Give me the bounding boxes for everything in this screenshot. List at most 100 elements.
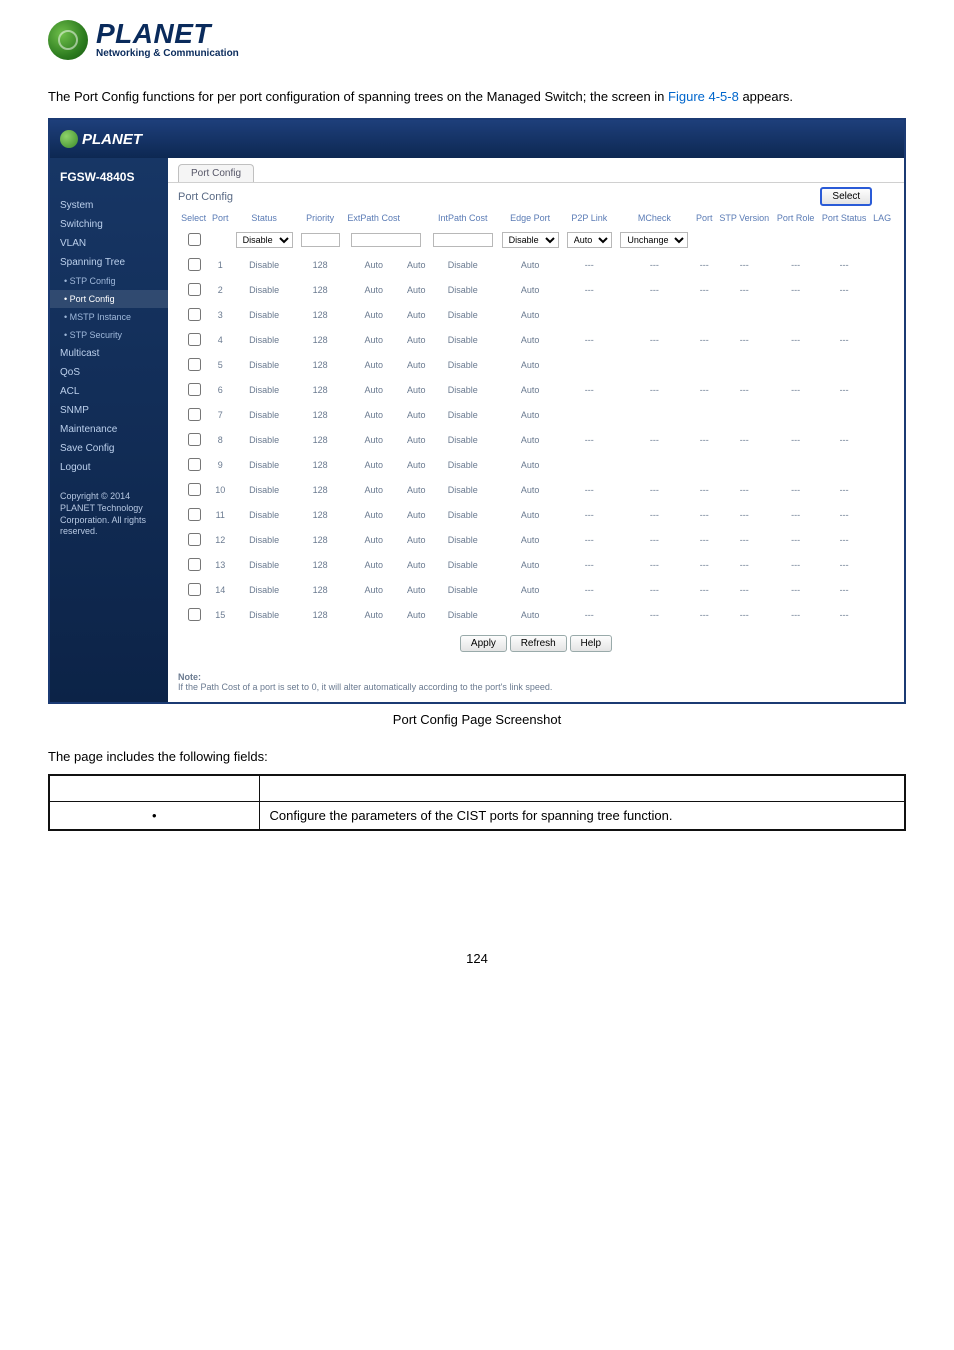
cell-mcheck — [616, 352, 694, 377]
col-edge-port: Edge Port — [497, 209, 563, 227]
cell-p2p: --- — [563, 427, 616, 452]
cell-edge: Auto — [497, 577, 563, 602]
nav-multicast[interactable]: Multicast — [50, 344, 168, 363]
cell-intpath: Disable — [428, 377, 497, 402]
nav-snmp[interactable]: SNMP — [50, 401, 168, 420]
row-checkbox[interactable] — [188, 558, 201, 571]
cell-status: Disable — [231, 352, 297, 377]
cell-p2p: --- — [563, 527, 616, 552]
cell-edge: Auto — [497, 527, 563, 552]
nav-acl[interactable]: ACL — [50, 382, 168, 401]
cell-role: --- — [773, 577, 818, 602]
nav-save-config[interactable]: Save Config — [50, 439, 168, 458]
cell-priority: 128 — [297, 402, 343, 427]
cell-stpver: --- — [715, 577, 773, 602]
cell-intpath: Disable — [428, 577, 497, 602]
select-all-checkbox[interactable] — [188, 233, 201, 246]
cell-p2p — [563, 402, 616, 427]
fields-table: Configure the parameters of the CIST por… — [48, 774, 906, 831]
nav-qos[interactable]: QoS — [50, 363, 168, 382]
cell-stpver: --- — [715, 477, 773, 502]
select-button[interactable]: Select — [820, 187, 872, 206]
cell-stpver: --- — [715, 252, 773, 277]
cell-priority: 128 — [297, 577, 343, 602]
cell-spare — [693, 302, 715, 327]
cell-stpver: --- — [715, 377, 773, 402]
cell-extunit: Auto — [404, 377, 428, 402]
tab-port-config[interactable]: Port Config — [178, 164, 254, 182]
cell-role: --- — [773, 602, 818, 627]
nav-switching[interactable]: Switching — [50, 215, 168, 234]
nav-stp-config[interactable]: • STP Config — [50, 272, 168, 290]
cell-extpath: Auto — [343, 252, 404, 277]
cell-extunit: Auto — [404, 252, 428, 277]
help-button[interactable]: Help — [570, 635, 613, 652]
row-checkbox[interactable] — [188, 258, 201, 271]
cell-port: 5 — [209, 352, 231, 377]
cell-extunit: Auto — [404, 402, 428, 427]
nav-mstp-instance[interactable]: • MSTP Instance — [50, 308, 168, 326]
nav-stp-security[interactable]: • STP Security — [50, 326, 168, 344]
filter-intpath[interactable] — [433, 233, 493, 247]
intro-text-pre: The Port Config functions for per port c… — [48, 89, 668, 104]
nav-logout[interactable]: Logout — [50, 458, 168, 477]
cell-p2p: --- — [563, 552, 616, 577]
row-checkbox[interactable] — [188, 508, 201, 521]
cell-stpver — [715, 352, 773, 377]
cell-extunit: Auto — [404, 352, 428, 377]
cell-mcheck: --- — [616, 552, 694, 577]
row-checkbox[interactable] — [188, 608, 201, 621]
cell-extunit: Auto — [404, 477, 428, 502]
cell-mcheck: --- — [616, 377, 694, 402]
cell-lag — [870, 452, 894, 477]
filter-extpath[interactable] — [351, 233, 421, 247]
refresh-button[interactable]: Refresh — [510, 635, 567, 652]
main-panel: Port Config Port Config Select Port Stat… — [168, 158, 904, 702]
nav-spanning-tree[interactable]: Spanning Tree — [50, 253, 168, 272]
cell-priority: 128 — [297, 427, 343, 452]
row-checkbox[interactable] — [188, 283, 201, 296]
filter-p2p[interactable]: Auto — [567, 232, 612, 248]
cell-status: Disable — [231, 527, 297, 552]
filter-status[interactable]: Disable — [236, 232, 293, 248]
row-checkbox[interactable] — [188, 483, 201, 496]
nav-system[interactable]: System — [50, 196, 168, 215]
row-checkbox[interactable] — [188, 458, 201, 471]
row-checkbox[interactable] — [188, 308, 201, 321]
row-checkbox[interactable] — [188, 383, 201, 396]
cell-intpath: Disable — [428, 252, 497, 277]
cell-extunit: Auto — [404, 427, 428, 452]
cell-status2: --- — [818, 427, 870, 452]
table-row: 6Disable128AutoAutoDisableAuto----------… — [178, 377, 894, 402]
logo-tagline: Networking & Communication — [96, 48, 239, 59]
cell-port: 3 — [209, 302, 231, 327]
app-screenshot: PLANET FGSW-4840S System Switching VLAN … — [48, 118, 906, 704]
cell-stpver — [715, 452, 773, 477]
cell-role: --- — [773, 377, 818, 402]
cell-port: 1 — [209, 252, 231, 277]
cell-edge: Auto — [497, 277, 563, 302]
row-checkbox[interactable] — [188, 583, 201, 596]
filter-priority[interactable] — [301, 233, 340, 247]
cell-spare: --- — [693, 327, 715, 352]
cell-spare: --- — [693, 527, 715, 552]
row-checkbox[interactable] — [188, 333, 201, 346]
cell-edge: Auto — [497, 377, 563, 402]
document-logo: PLANET Networking & Communication — [48, 20, 906, 60]
nav-port-config[interactable]: • Port Config — [50, 290, 168, 308]
cell-spare: --- — [693, 277, 715, 302]
cell-port: 15 — [209, 602, 231, 627]
row-checkbox[interactable] — [188, 533, 201, 546]
apply-button[interactable]: Apply — [460, 635, 507, 652]
col-port-status: Select Port Status — [818, 209, 870, 227]
nav-vlan[interactable]: VLAN — [50, 234, 168, 253]
col-port2: Port — [693, 209, 715, 227]
cell-intpath: Disable — [428, 602, 497, 627]
filter-mcheck[interactable]: Unchange — [620, 232, 688, 248]
row-checkbox[interactable] — [188, 408, 201, 421]
filter-edge[interactable]: Disable — [502, 232, 559, 248]
row-checkbox[interactable] — [188, 433, 201, 446]
nav-maintenance[interactable]: Maintenance — [50, 420, 168, 439]
table-row: 3Disable128AutoAutoDisableAuto — [178, 302, 894, 327]
row-checkbox[interactable] — [188, 358, 201, 371]
